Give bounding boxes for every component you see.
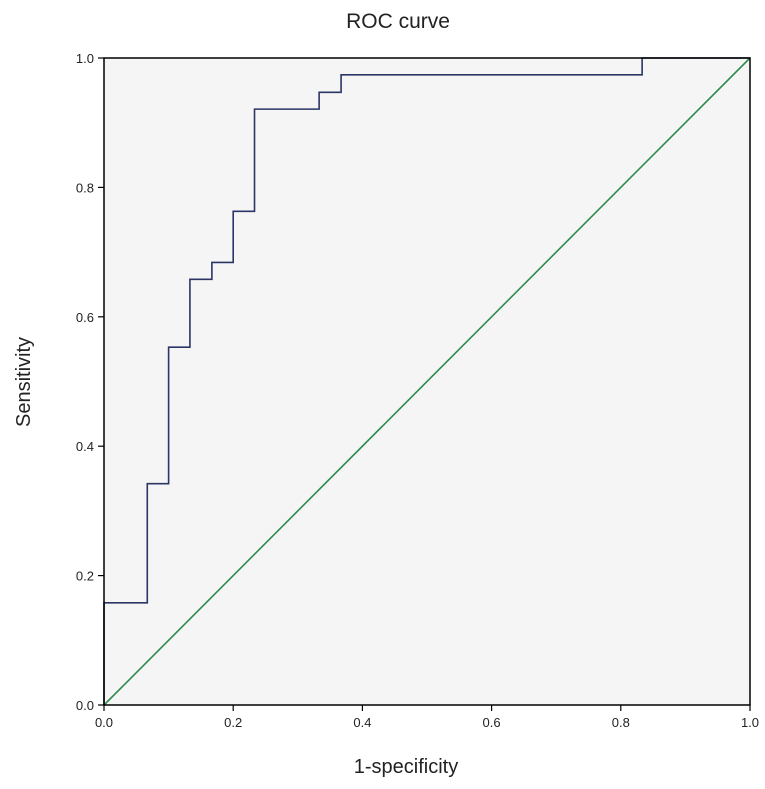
y-tick-label: 0.6 [76, 310, 94, 325]
y-tick-label: 0.4 [76, 439, 94, 454]
y-axis-label: Sensitivity [13, 337, 35, 427]
x-tick-label: 0.6 [483, 715, 501, 730]
marks-layer [103, 57, 751, 706]
chart-title: ROC curve [346, 10, 450, 33]
x-axis-label: 1-specificity [354, 756, 458, 778]
y-tick-label: 0.2 [76, 569, 94, 584]
x-tick-label: 0.0 [95, 715, 113, 730]
y-tick-label: 1.0 [76, 51, 94, 66]
x-tick-label: 0.2 [224, 715, 242, 730]
x-tick-label: 1.0 [741, 715, 759, 730]
ticks-layer: 0.0 0.2 0.4 0.6 0.8 1.0 0.0 0.2 0.4 0.6 0.8 1.0 [76, 51, 759, 730]
x-tick-label: 0.8 [612, 715, 630, 730]
reference-line [103, 57, 751, 706]
roc-curve-line [103, 57, 750, 705]
y-tick-label: 0.8 [76, 180, 94, 195]
y-tick-label: 0.0 [76, 698, 94, 713]
plot-frame [103, 57, 751, 706]
x-tick-label: 0.4 [353, 715, 371, 730]
